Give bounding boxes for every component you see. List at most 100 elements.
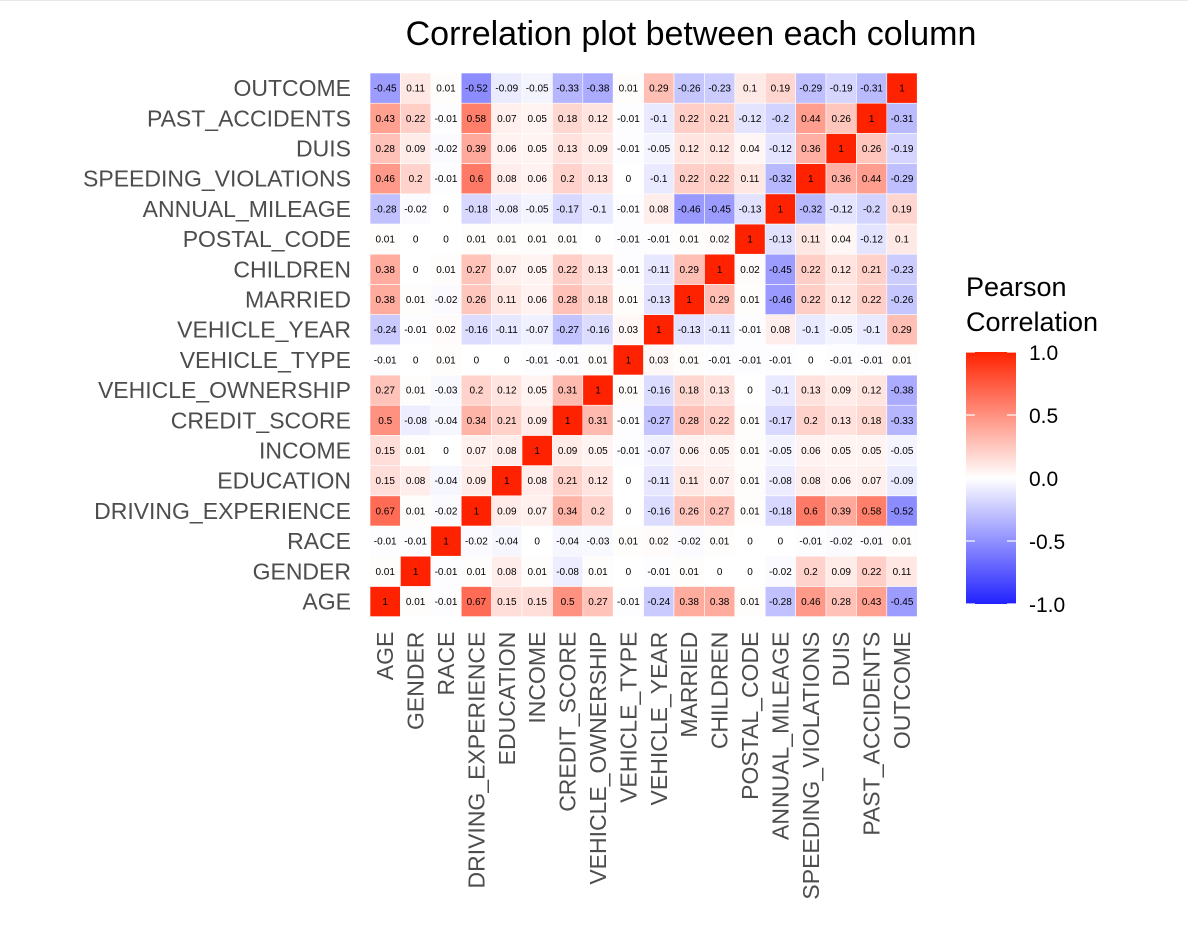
legend-tick-label: 0.5 [1029, 405, 1058, 428]
cell-value-label: 0.2 [804, 567, 818, 578]
heatmap-cell [673, 435, 705, 466]
cell-value-label: 0.22 [801, 265, 821, 276]
cell-value-label: 0 [626, 567, 632, 578]
heatmap-cell [825, 404, 857, 436]
cell-value-label: 1 [747, 235, 753, 246]
cell-value-label: 0.02 [649, 537, 669, 548]
cell-value-label: -0.01 [617, 597, 640, 608]
heatmap-cell [643, 374, 675, 406]
heatmap-cell [795, 223, 827, 255]
cell-value-label: 0.09 [527, 416, 547, 427]
cell-value-label: 0.21 [862, 265, 882, 276]
heatmap-cell [552, 72, 584, 104]
cell-value-label: 0.04 [831, 235, 851, 246]
heatmap-cell [582, 586, 614, 617]
heatmap-cell [521, 404, 553, 436]
cell-value-label: -0.05 [830, 325, 853, 336]
cell-value-label: 0.22 [558, 265, 578, 276]
heatmap-cell [734, 435, 766, 466]
cell-value-label: 0.01 [406, 386, 426, 397]
heatmap-cell [764, 495, 796, 527]
cell-value-label: -0.11 [496, 325, 518, 336]
cell-value-label: 0.11 [801, 235, 820, 246]
heatmap-cell [886, 193, 918, 225]
cell-value-label: 0.05 [527, 386, 547, 397]
heatmap-cell [795, 102, 827, 134]
heatmap-cell [582, 404, 614, 436]
heatmap-cell [886, 586, 918, 617]
top-divider [0, 0, 1188, 1]
cell-value-label: -0.01 [617, 416, 640, 427]
heatmap-cell [886, 344, 918, 376]
cell-value-label: 0.08 [406, 476, 426, 487]
heatmap-cell [369, 435, 401, 466]
cell-value-label: 0.05 [710, 446, 730, 457]
heatmap-cell [704, 133, 736, 164]
cell-value-label: 0.04 [740, 144, 760, 155]
cell-value-label: -0.33 [891, 416, 914, 427]
cell-value-label: 0.26 [862, 144, 882, 155]
cell-value-label: -0.04 [556, 537, 579, 548]
heatmap-cell [825, 193, 857, 225]
cell-value-label: 0.29 [892, 325, 912, 336]
cell-value-label: 0.13 [710, 386, 730, 397]
cell-value-label: 0.01 [436, 84, 456, 95]
cell-value-label: 0.18 [679, 386, 699, 397]
heatmap-cell [643, 435, 675, 466]
cell-value-label: -0.1 [650, 114, 668, 125]
x-tick-label: EDUCATION [494, 632, 520, 766]
cell-value-label: 0 [413, 235, 419, 246]
heatmap-cell [886, 133, 918, 164]
heatmap-cell [582, 374, 614, 406]
heatmap-cell [369, 344, 401, 376]
color-legend: Pearson Correlation 1.0 0.5 0.0 -0.5 -1.0 [966, 272, 1098, 617]
cell-value-label: 0 [413, 355, 419, 366]
cell-value-label: -0.29 [891, 174, 914, 185]
heatmap-cell [643, 404, 675, 436]
heatmap-cell [521, 344, 553, 376]
heatmap-cell [612, 374, 644, 406]
heatmap-cell [764, 72, 796, 104]
x-tick-label: CHILDREN [707, 632, 733, 750]
heatmap-cell [643, 314, 675, 346]
y-tick-label: INCOME [259, 438, 351, 464]
heatmap-cell [734, 253, 766, 285]
heatmap-cell [825, 223, 857, 255]
heatmap-cell [612, 314, 644, 346]
cell-value-label: 1 [534, 446, 540, 457]
heatmap-cell [734, 163, 766, 195]
heatmap-cell [795, 495, 827, 527]
cell-value-label: 0.38 [710, 597, 730, 608]
heatmap-cell [369, 223, 401, 255]
cell-value-label: 0 [595, 235, 601, 246]
cell-value-label: -0.09 [891, 476, 914, 487]
cell-value-label: 0.22 [679, 174, 699, 185]
cell-value-label: 0 [778, 537, 784, 548]
cell-value-label: 1 [808, 174, 814, 185]
heatmap-cell [369, 102, 401, 134]
y-tick-label: POSTAL_CODE [183, 226, 351, 252]
heatmap-cell [460, 193, 492, 225]
cell-value-label: 0.07 [497, 265, 517, 276]
heatmap-cell [430, 253, 462, 285]
heatmap-cell [400, 374, 432, 406]
cell-value-label: 0 [443, 446, 449, 457]
cell-value-label: 0.15 [375, 476, 395, 487]
cell-value-label: -0.01 [647, 235, 670, 246]
heatmap-cell [673, 314, 705, 346]
cell-value-label: 0.29 [710, 295, 730, 306]
cell-value-label: 0.21 [710, 114, 730, 125]
cell-value-label: 0.6 [469, 174, 483, 185]
cell-value-label: 0.31 [558, 386, 578, 397]
cell-value-label: 0.18 [588, 295, 608, 306]
y-tick-label: SPEEDING_VIOLATIONS [83, 166, 351, 192]
cell-value-label: 0.34 [467, 416, 487, 427]
heatmap-cell [704, 495, 736, 527]
cell-value-label: 0.01 [892, 537, 912, 548]
cell-value-label: -0.13 [678, 325, 701, 336]
cell-value-label: -0.18 [769, 506, 792, 517]
cell-value-label: 0.12 [679, 144, 699, 155]
cell-value-label: 0.46 [801, 597, 821, 608]
cell-value-label: -0.1 [863, 325, 881, 336]
